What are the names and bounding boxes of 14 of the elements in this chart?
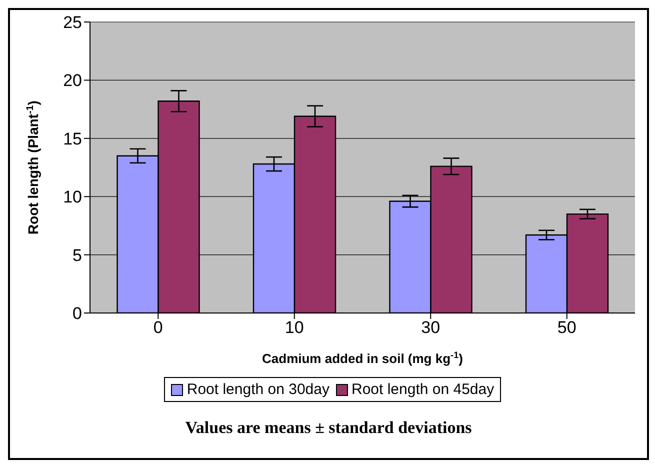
x-tick-label: 0 xyxy=(153,318,163,338)
x-tick-label: 30 xyxy=(421,318,440,338)
x-tick-label: 50 xyxy=(557,318,576,338)
y-tick-label: 5 xyxy=(72,246,82,265)
legend-label: Root length on 45day xyxy=(350,381,494,398)
legend-label: Root length on 30day xyxy=(186,381,330,398)
text: Values are means ± standard deviations xyxy=(184,418,473,438)
y-tick-label: 20 xyxy=(63,71,82,90)
y-tick-label: 15 xyxy=(63,129,82,148)
y-tick-label: 25 xyxy=(63,13,82,32)
x-axis-title: Cadmium added in soil (mg kg$^{-1}$) xyxy=(262,350,463,366)
x-tick-label: 10 xyxy=(284,318,304,338)
y-tick-label: 0 xyxy=(72,304,82,324)
y-tick-label: 10 xyxy=(63,188,82,207)
